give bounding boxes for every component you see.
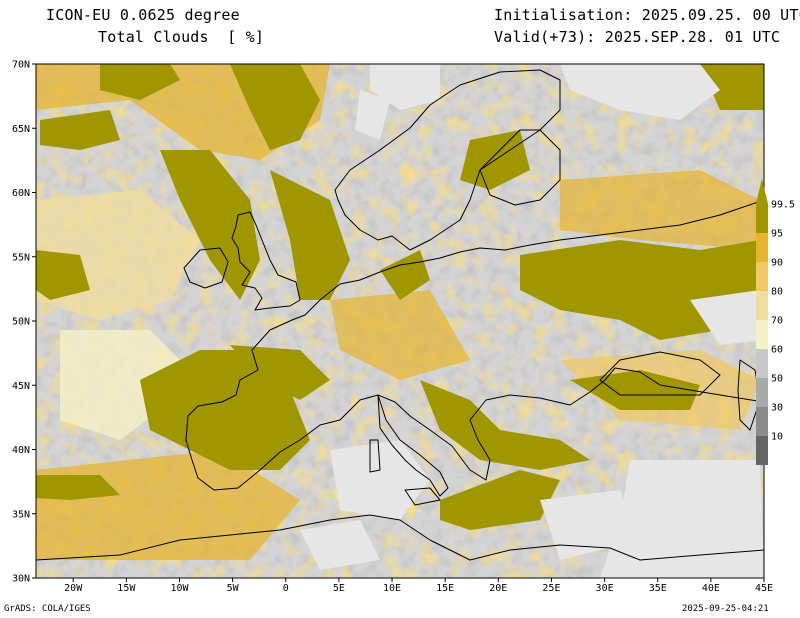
colorbar-label: 30 [771, 403, 783, 414]
latitude-axis: 70N 65N 60N 55N 50N 45N 40N 35N 30N [12, 60, 36, 585]
coast-sicily [404, 487, 441, 506]
colorbar-cap [756, 178, 768, 204]
coast-ireland [183, 247, 229, 289]
colorbar-label: 10 [771, 432, 783, 443]
coast-north-africa [36, 514, 764, 561]
overcast-areas [36, 64, 764, 530]
colorbar-swatch [756, 233, 768, 262]
variable-title: Total Clouds [ %] [98, 28, 265, 46]
coastlines [36, 69, 764, 561]
colorbar-swatch [756, 262, 768, 291]
colorbar-swatch [756, 320, 768, 349]
software-credit: GrADS: COLA/IGES [4, 604, 91, 614]
coast-caspian [737, 359, 761, 431]
lat-tick-label: 35N [12, 509, 30, 520]
render-timestamp: 2025-09-25-04:21 [682, 604, 769, 614]
cloud-field [36, 64, 764, 578]
lat-tick-label: 30N [12, 574, 30, 585]
coast-norway-sweden [334, 69, 561, 251]
lon-tick-label: 0 [283, 583, 289, 594]
lat-tick-label: 65N [12, 124, 30, 135]
init-time: Initialisation: 2025.09.25. 00 UTC [494, 6, 800, 24]
coast-sardinia [369, 439, 381, 473]
coast-finland [479, 129, 561, 206]
colorbar-label: 50 [771, 374, 783, 385]
lon-tick-label: 15W [117, 583, 136, 594]
lon-tick-label: 40E [702, 583, 720, 594]
model-title: ICON-EU 0.0625 degree [46, 6, 240, 24]
colorbar-label: 95 [771, 229, 783, 240]
coast-italy [377, 394, 449, 497]
lon-tick-label: 20E [489, 583, 507, 594]
coast-continental-europe [185, 199, 764, 491]
lon-tick-label: 15E [436, 583, 454, 594]
lat-tick-label: 55N [12, 252, 30, 263]
lon-tick-label: 45E [755, 583, 773, 594]
colorbar-swatch [756, 407, 768, 436]
colorbar-label: 99.5 [771, 200, 795, 211]
colorbar-swatch [756, 436, 768, 465]
lat-tick-label: 40N [12, 445, 30, 456]
colorbar-swatch [756, 204, 768, 233]
lon-tick-label: 30E [596, 583, 614, 594]
lon-tick-label: 35E [649, 583, 667, 594]
colorbar-label: 90 [771, 258, 783, 269]
colorbar-legend: 99.5 95 90 80 70 60 50 30 10 [756, 178, 795, 465]
lat-tick-label: 50N [12, 317, 30, 328]
lon-tick-label: 5W [227, 583, 240, 594]
lon-tick-label: 10E [383, 583, 401, 594]
coast-black-sea [599, 351, 721, 396]
valid-time: Valid(+73): 2025.SEP.28. 01 UTC [494, 28, 781, 46]
lat-tick-label: 60N [12, 188, 30, 199]
colorbar-label: 80 [771, 287, 783, 298]
lon-tick-label: 10W [170, 583, 189, 594]
colorbar-label: 70 [771, 316, 783, 327]
lat-tick-label: 70N [12, 60, 30, 71]
lon-tick-label: 5E [333, 583, 345, 594]
colorbar-swatch [756, 378, 768, 407]
colorbar-label: 60 [771, 345, 783, 356]
colorbar-swatch [756, 291, 768, 320]
coast-great-britain [231, 211, 301, 311]
clear-sky-areas [300, 64, 764, 578]
lat-tick-label: 45N [12, 381, 30, 392]
lon-tick-label: 20W [64, 583, 83, 594]
longitude-axis: 20W 15W 10W 5W 0 5E 10E 15E 20E 25E 30E 35E 40E 45E [64, 578, 773, 594]
lon-tick-label: 25E [542, 583, 560, 594]
colorbar-swatch [756, 349, 768, 378]
